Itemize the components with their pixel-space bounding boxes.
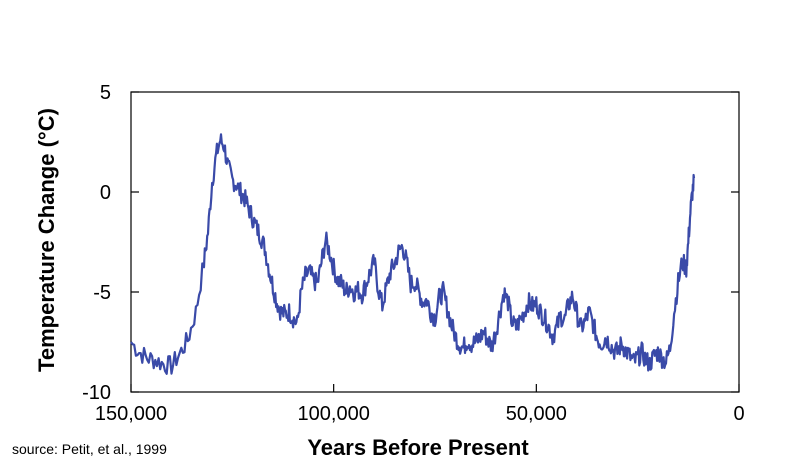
x-tick-label: 50,000	[506, 403, 567, 425]
x-axis-title: Years Before Present	[307, 435, 529, 460]
x-tick-labels: 150,000 100,000 50,000 0	[95, 403, 745, 425]
y-tick-label: 0	[100, 182, 111, 204]
axis-ticks	[130, 91, 740, 393]
series-line	[130, 133, 696, 375]
x-tick-label: 100,000	[298, 403, 370, 425]
source-note: source: Petit, et al., 1999	[12, 441, 167, 457]
y-axis-title: Temperature Change (°C)	[34, 108, 59, 372]
y-tick-label: -10	[82, 382, 111, 404]
x-tick-label: 0	[733, 403, 744, 425]
plot-area-frame	[130, 91, 740, 393]
x-tick-label: 150,000	[95, 403, 167, 425]
y-tick-label: 5	[100, 82, 111, 104]
y-tick-label: -5	[93, 282, 111, 304]
series-layer	[130, 133, 696, 375]
y-tick-labels: 5 0 -5 -10	[82, 82, 111, 404]
